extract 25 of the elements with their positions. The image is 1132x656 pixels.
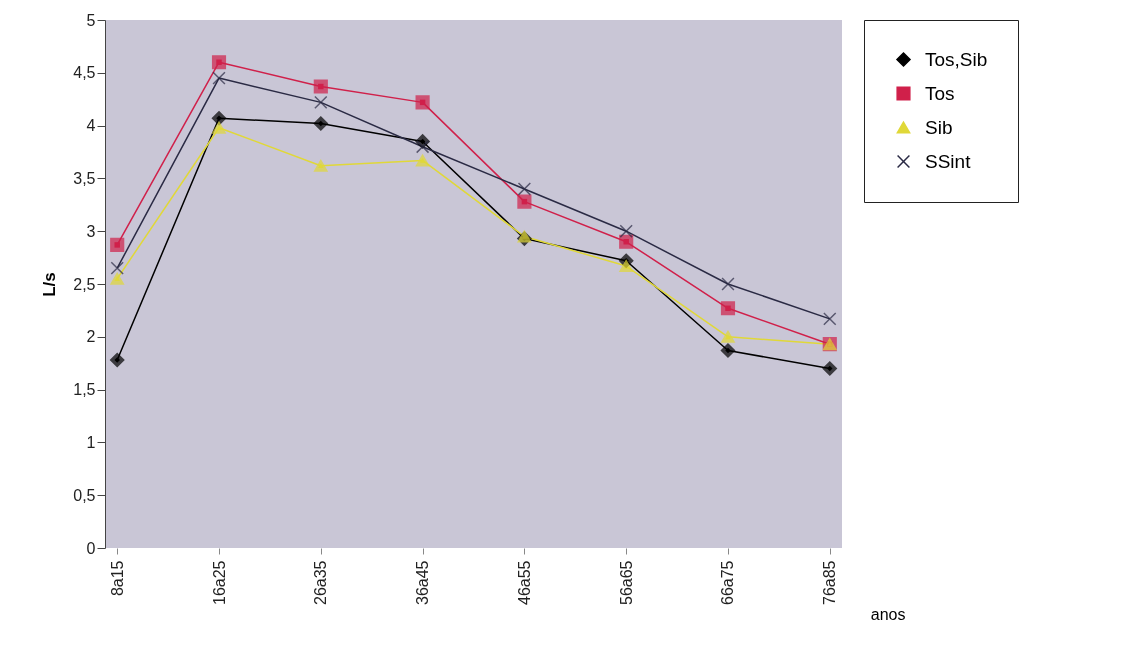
legend-label: Tos,Sib [925, 48, 988, 70]
y-tick-label: 3,5 [73, 169, 96, 187]
x-tick-label: 16a25 [210, 560, 228, 605]
legend-label: Sib [925, 116, 953, 138]
y-tick-label: 2,5 [73, 275, 96, 293]
x-tick-label: 36a45 [414, 560, 432, 605]
y-tick-label: 5 [86, 11, 96, 29]
legend-label: Tos [925, 82, 955, 104]
x-tick-label: 46a55 [515, 560, 533, 605]
y-tick-label: 4,5 [73, 64, 96, 82]
y-tick-label: 4 [86, 117, 96, 135]
x-axis-title: anos [870, 605, 906, 623]
y-tick-label: 3 [86, 222, 96, 240]
x-tick-label: 8a15 [108, 560, 126, 597]
y-tick-label: 2 [86, 328, 96, 346]
y-axis-title: L/s [40, 272, 60, 297]
y-tick-label: 1 [86, 433, 96, 451]
y-tick-label: 0 [86, 539, 96, 557]
y-tick-label: 0,5 [73, 486, 96, 504]
legend-label: SSint [925, 150, 972, 172]
x-tick-label: 56a65 [617, 560, 635, 605]
x-tick-label: 76a85 [821, 560, 839, 605]
y-tick-label: 1,5 [73, 381, 96, 399]
x-tick-label: 26a35 [312, 560, 330, 605]
x-tick-label: 66a75 [719, 560, 737, 605]
